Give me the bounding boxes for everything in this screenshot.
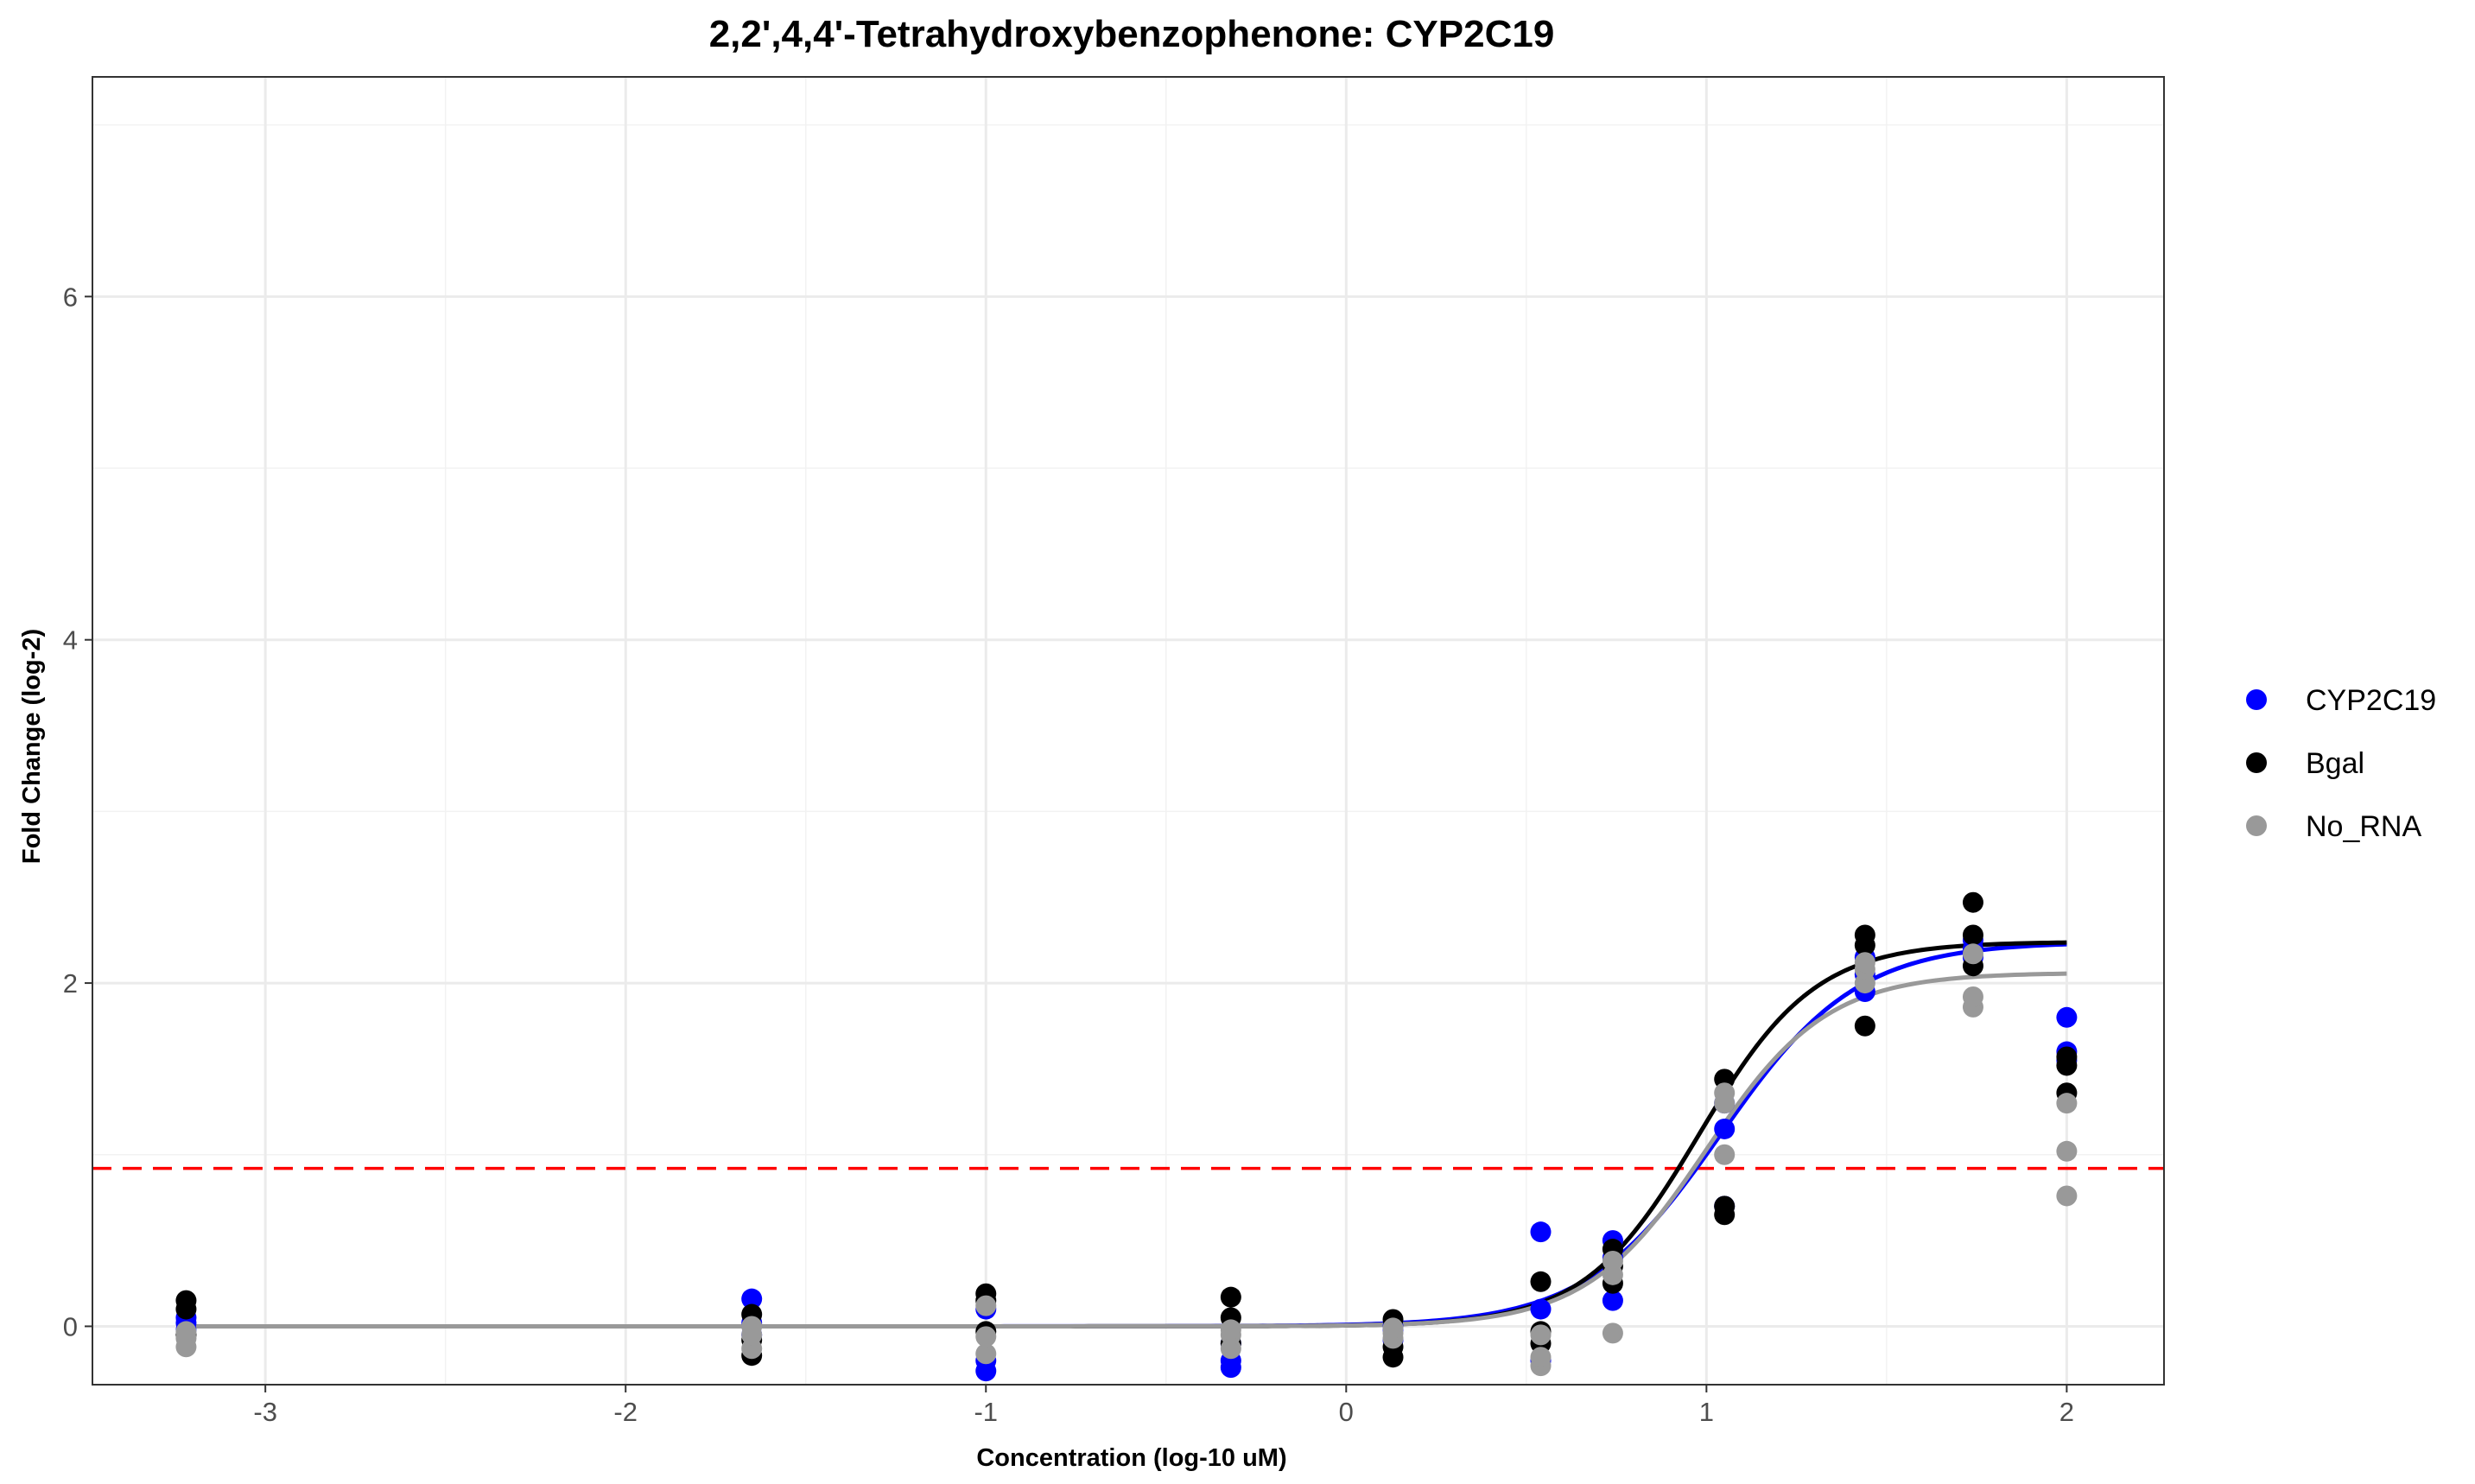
data-point-no_rna	[975, 1295, 997, 1316]
data-point-no_rna	[975, 1326, 997, 1348]
data-point-no_rna	[2056, 1140, 2078, 1162]
data-point-bgal	[2056, 1046, 2078, 1068]
data-point-no_rna	[1962, 943, 1983, 965]
y-tick-label: 2	[63, 968, 78, 999]
data-point-bgal	[1854, 935, 1875, 956]
data-point-cyp2c19	[1530, 1298, 1552, 1320]
data-point-cyp2c19	[1602, 1290, 1623, 1311]
data-point-no_rna	[1530, 1347, 1552, 1368]
y-tick-label: 4	[63, 625, 78, 656]
legend-label-no_rna: No_RNA	[2306, 810, 2421, 843]
data-point-no_rna	[2056, 1093, 2078, 1114]
legend-label-bgal: Bgal	[2306, 747, 2364, 780]
data-point-bgal	[1962, 891, 1983, 913]
grid	[92, 77, 2164, 1385]
y-axis-title: Fold Change (log-2)	[18, 629, 46, 864]
data-point-no_rna	[1962, 986, 1983, 1007]
chart-title: 2,2',4,4'-Tetrahydroxybenzophenone: CYP2…	[709, 13, 1555, 55]
data-point-bgal	[1854, 1015, 1875, 1037]
x-tick-label: -1	[974, 1397, 998, 1427]
data-point-cyp2c19	[741, 1288, 763, 1310]
x-tick-label: 1	[1699, 1397, 1714, 1427]
data-point-no_rna	[175, 1321, 197, 1342]
legend-label-cyp2c19: CYP2C19	[2306, 684, 2436, 717]
data-point-no_rna	[1602, 1250, 1623, 1272]
x-tick-label: 2	[2059, 1397, 2074, 1427]
data-point-no_rna	[1602, 1322, 1623, 1344]
data-point-bgal	[1714, 1195, 1736, 1217]
x-axis-title: Concentration (log-10 uM)	[976, 1444, 1286, 1472]
data-point-bgal	[1220, 1286, 1241, 1308]
x-tick-label: 0	[1339, 1397, 1354, 1427]
data-point-no_rna	[1220, 1319, 1241, 1341]
data-point-no_rna	[975, 1343, 997, 1365]
fit-curves	[186, 940, 2067, 1329]
y-axis-ticks: 0 2 4 6	[63, 282, 92, 1341]
legend-key-cyp2c19	[2246, 689, 2267, 710]
y-tick-label: 6	[63, 282, 78, 312]
data-point-no_rna	[1382, 1317, 1404, 1339]
panel-border	[92, 76, 2165, 1386]
x-tick-label: -2	[613, 1397, 638, 1427]
x-axis-ticks: -3 -2 -1 0 1 2	[253, 1385, 2074, 1427]
legend-key-bgal	[2246, 752, 2267, 773]
data-point-no_rna	[1854, 952, 1875, 973]
y-tick-label: 0	[63, 1311, 78, 1341]
data-point-bgal	[1962, 924, 1983, 946]
data-points	[175, 891, 2078, 1382]
legend: CYP2C19 Bgal No_RNA	[2246, 684, 2436, 843]
data-point-cyp2c19	[2056, 1006, 2078, 1028]
data-point-bgal	[175, 1298, 197, 1320]
data-point-cyp2c19	[1530, 1221, 1552, 1243]
data-point-no_rna	[1714, 1082, 1736, 1104]
data-point-no_rna	[1530, 1324, 1552, 1346]
data-point-cyp2c19	[1714, 1118, 1736, 1139]
data-point-no_rna	[1714, 1144, 1736, 1165]
data-point-no_rna	[741, 1316, 763, 1337]
data-point-bgal	[1530, 1271, 1552, 1292]
fit-curve-no_rna	[186, 971, 2067, 1329]
x-tick-label: -3	[253, 1397, 277, 1427]
data-point-no_rna	[2056, 1185, 2078, 1207]
legend-key-no_rna	[2246, 815, 2267, 836]
